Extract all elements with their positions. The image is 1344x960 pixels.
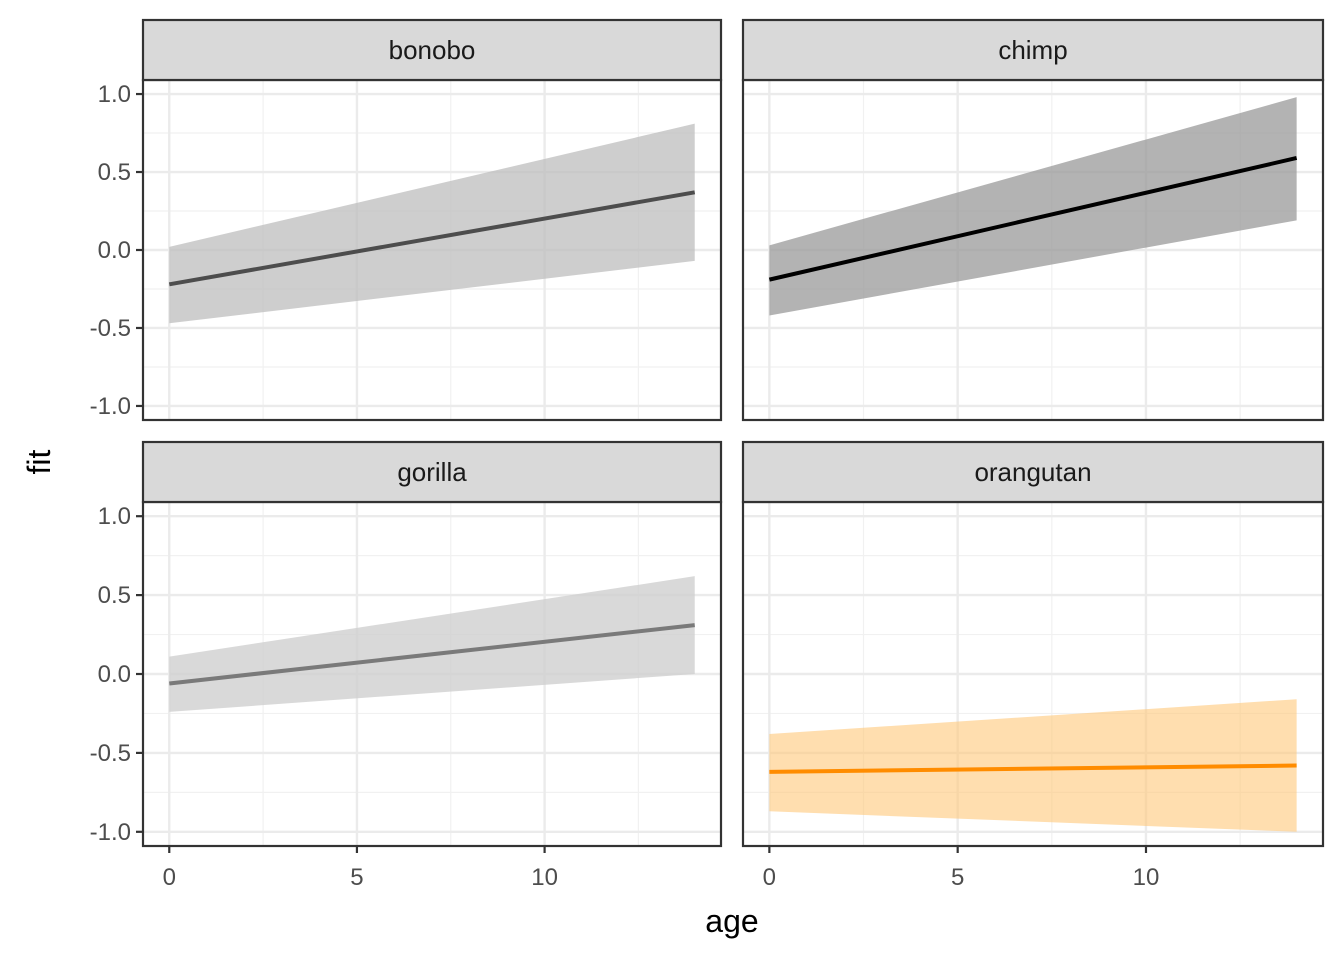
y-tick-label: -1.0 [90,393,131,420]
y-axis-layer: 1.0 0.5 0.0 -0.5 -1.0 1.0 0.5 0.0 -0.5 -1.0 [90,81,143,846]
y-tick-label: 1.0 [98,81,131,108]
x-tick-label: 10 [1133,864,1160,891]
y-tick-label: 0.0 [98,237,131,264]
fit-line-chimp [768,156,1298,282]
panel-chimp: chimp [741,18,1325,422]
y-tick-label: 0.5 [98,159,131,186]
fit-line-orangutan [769,763,1297,774]
strip-background [141,18,723,82]
y-tick-label: -0.5 [90,740,131,767]
x-tick-label: 10 [531,864,558,891]
strip-background [741,440,1325,504]
strip-background [741,18,1325,82]
strip-label-orangutan: orangutan [974,457,1091,487]
fit-line-gorilla [169,623,695,686]
y-tick-label: -0.5 [90,315,131,342]
strip-background [141,440,723,504]
y-tick-label: 0.5 [98,582,131,609]
x-axis-title: age [705,903,758,939]
strip-label-bonobo: bonobo [389,35,476,65]
y-tick-label: 0.0 [98,661,131,688]
panel-gorilla: gorilla [141,440,723,848]
strip-label-chimp: chimp [998,35,1067,65]
confidence-band-bonobo [169,123,695,324]
x-axis-layer: 0 5 10 0 5 10 [163,846,1160,891]
confidence-band-orangutan [769,699,1297,832]
y-tick-label: 1.0 [98,503,131,530]
panels-layer: bonobo chimp gorilla orangutan [141,18,1325,848]
panel-bonobo: bonobo [141,18,723,422]
confidence-band-chimp [769,97,1297,316]
x-tick-label: 0 [163,864,176,891]
y-axis-title: fit [21,449,57,474]
x-tick-label: 5 [350,864,363,891]
strip-label-gorilla: gorilla [397,457,467,487]
x-tick-label: 0 [763,864,776,891]
x-tick-label: 5 [951,864,964,891]
confidence-band-gorilla [169,576,695,712]
y-tick-label: -1.0 [90,819,131,846]
panel-orangutan: orangutan [741,440,1325,848]
fit-line-bonobo [168,190,696,287]
